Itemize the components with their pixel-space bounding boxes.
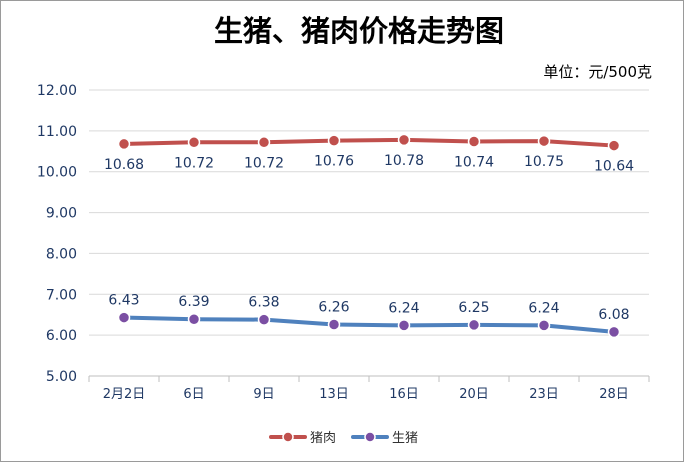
unit-label: 单位：元/500克 — [543, 63, 652, 81]
data-label-layer: 10.68 10.72 10.72 10.76 10.78 10.74 10.75 10.64… — [104, 153, 634, 323]
y-tick-label: 7.00 — [46, 287, 77, 303]
data-point — [327, 134, 341, 147]
data-point — [607, 325, 621, 339]
data-label: 6.24 — [388, 300, 419, 316]
data-label: 10.72 — [174, 155, 214, 171]
legend-marker-1 — [364, 431, 376, 443]
data-point — [537, 319, 551, 332]
series-line-0 — [122, 137, 616, 148]
data-point — [117, 137, 131, 151]
grid-layer — [89, 89, 649, 377]
data-label: 6.24 — [528, 300, 559, 316]
y-tick-label: 5.00 — [46, 369, 77, 385]
chart-title: 生猪、猪肉价格走势图 — [214, 14, 504, 48]
y-tick-label: 8.00 — [46, 246, 77, 262]
x-tick-label: 20日 — [459, 387, 489, 402]
data-point — [327, 318, 341, 331]
x-tick-label: 28日 — [599, 387, 629, 402]
series-line-1 — [122, 315, 616, 334]
x-tick-label: 23日 — [529, 387, 559, 402]
axis-layer: 5.00 6.00 7.00 8.00 9.00 10.00 11.00 12.00 2月2日 6… — [37, 83, 650, 402]
data-point — [537, 134, 551, 148]
data-point — [187, 312, 201, 326]
x-tick-label: 6日 — [183, 387, 204, 402]
x-tick-label: 9日 — [253, 387, 274, 402]
legend-label-0: 猪肉 — [310, 431, 336, 446]
y-tick-label: 9.00 — [46, 206, 77, 222]
data-label: 6.43 — [108, 293, 139, 309]
data-label: 10.72 — [244, 155, 284, 171]
data-label: 6.38 — [248, 295, 279, 311]
data-point — [397, 319, 411, 332]
data-label: 10.74 — [454, 154, 494, 170]
y-tick-label: 10.00 — [37, 165, 77, 181]
y-tick-label: 11.00 — [37, 124, 77, 140]
x-tick-label: 2月2日 — [103, 387, 146, 402]
data-label: 10.78 — [384, 153, 424, 169]
data-point — [257, 313, 271, 326]
data-point — [257, 136, 271, 149]
legend-marker-0 — [282, 431, 294, 443]
data-point — [117, 311, 131, 324]
x-tick-label: 16日 — [389, 387, 419, 402]
data-point — [187, 136, 201, 149]
data-label: 10.75 — [524, 154, 564, 170]
data-point — [607, 139, 621, 152]
y-tick-label: 6.00 — [46, 328, 77, 344]
data-label: 10.76 — [314, 154, 354, 170]
data-label: 6.25 — [458, 300, 489, 316]
legend: 猪肉 生猪 — [269, 431, 418, 446]
data-point — [467, 135, 481, 148]
x-tick-label: 13日 — [319, 387, 349, 402]
legend-label-1: 生猪 — [392, 431, 418, 446]
data-point — [397, 133, 411, 147]
series-layer — [117, 133, 621, 339]
y-tick-label: 12.00 — [37, 83, 77, 99]
data-label: 10.68 — [104, 157, 144, 173]
data-label: 6.39 — [178, 294, 209, 310]
data-label: 6.26 — [318, 300, 349, 316]
data-label: 6.08 — [598, 307, 629, 323]
data-point — [467, 318, 481, 332]
data-label: 10.64 — [594, 159, 634, 175]
